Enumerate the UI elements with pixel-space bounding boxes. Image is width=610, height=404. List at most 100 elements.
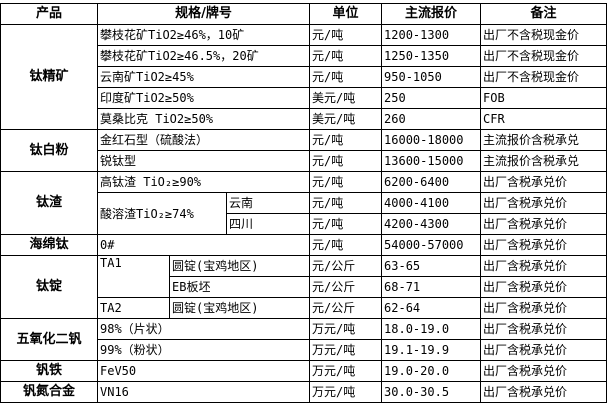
unit-cell: 万元/吨 (309, 339, 383, 361)
table-row: 海绵钛 0# 元/吨 54000-57000 出厂含税承兑价 (0, 234, 608, 256)
table-row: 钛渣 高钛渣 TiO₂≥90% 元/吨 6200-6400 出厂含税承兑价 (0, 171, 608, 235)
unit-cell: 元/公斤 (309, 297, 383, 319)
price-cell: 68-71 (381, 276, 482, 298)
note-cell: 出厂含税承兑价 (480, 171, 608, 193)
header-product: 产品 (0, 3, 98, 25)
spec-cell: 云南矿TiO2≥45% (96, 66, 311, 88)
spec-cell: 0# (96, 234, 311, 256)
spec-cell: 99%（粉状） (96, 339, 311, 361)
note-cell: 出厂不含税现金价 (480, 24, 608, 46)
grade-cell: TA2 (97, 297, 170, 319)
header-note: 备注 (480, 3, 608, 25)
price-cell: 16000-18000 (381, 129, 482, 151)
header-row: 产品 规格/牌号 单位 主流报价 备注 (0, 3, 608, 25)
note-cell: 出厂含税承兑价 (480, 297, 608, 319)
spec-cell: 金红石型（硫酸法） (96, 129, 311, 151)
unit-cell: 美元/吨 (309, 87, 383, 109)
note-cell: 主流报价含税承兑 (480, 150, 608, 172)
unit-cell: 元/公斤 (309, 255, 383, 277)
note-cell: 出厂不含税现金价 (480, 45, 608, 67)
unit-cell: 元/吨 (309, 129, 383, 151)
note-cell: 出厂含税承兑价 (480, 360, 608, 382)
product-cell: 钛渣 (0, 171, 98, 235)
spec-cell: 酸溶渣TiO₂≥74% (97, 192, 227, 235)
table-row: 钒铁 FeV50 万元/吨 19.0-20.0 出厂含税承兑价 (0, 360, 608, 382)
table-row: 酸溶渣TiO₂≥74% 云南 元/吨 4000-4100 出厂含税承兑价 (1, 192, 608, 235)
spec-cell: 圆锭(宝鸡地区) (168, 297, 311, 319)
note-cell: CFR (480, 108, 608, 130)
table-row: 钒氮合金 VN16 万元/吨 30.0-30.5 出厂含税承兑价 (0, 381, 608, 403)
price-cell: 13600-15000 (381, 150, 482, 172)
unit-cell: 万元/吨 (309, 381, 383, 403)
unit-cell: 万元/吨 (309, 360, 383, 382)
price-cell: 4200-4300 (381, 213, 482, 235)
region-cell: 四川 (225, 213, 311, 235)
price-cell: 1250-1350 (381, 45, 482, 67)
unit-cell: 元/吨 (309, 171, 383, 193)
table-row: 锐钛型 元/吨 13600-15000 主流报价含税承兑 (1, 150, 608, 172)
spec-cell: 98%（片状） (96, 318, 311, 340)
note-cell: 出厂含税承兑价 (480, 381, 608, 403)
spec-cell: 印度矿TiO2≥50% (96, 87, 311, 109)
price-cell: 19.1-19.9 (381, 339, 482, 361)
unit-cell: 元/吨 (309, 45, 383, 67)
unit-cell: 元/吨 (309, 66, 383, 88)
price-table: 产品 规格/牌号 单位 主流报价 备注 钛精矿 攀枝花矿TiO2≥46%，10矿元… (0, 3, 608, 403)
price-cell: 4000-4100 (381, 192, 482, 214)
unit-cell: 元/吨 (309, 24, 383, 46)
price-cell: 6200-6400 (381, 171, 482, 193)
note-cell: 出厂含税承兑价 (480, 339, 608, 361)
table-row: 印度矿TiO2≥50% 美元/吨 250 FOB (1, 87, 608, 109)
spec-cell: 锐钛型 (96, 150, 311, 172)
price-cell: 1200-1300 (381, 24, 482, 46)
header-spec: 规格/牌号 (96, 3, 311, 25)
unit-cell: 元/吨 (309, 234, 383, 256)
table-row: 莫桑比克 TiO2≥50% 美元/吨 260 CFR (1, 108, 608, 130)
table-row: 钛锭 TA1 圆锭(宝鸡地区) 元/公斤 63-65 出厂含税承兑价 (0, 255, 608, 319)
unit-cell: 元/公斤 (309, 276, 383, 298)
price-cell: 54000-57000 (381, 234, 482, 256)
spec-cell: EB板坯 (168, 276, 311, 298)
table-row: TA2 圆锭(宝鸡地区) 元/公斤 62-64 出厂含税承兑价 (1, 297, 608, 319)
note-cell: 出厂含税承兑价 (480, 276, 608, 298)
spec-cell: 圆锭(宝鸡地区) (168, 255, 311, 277)
note-cell: 出厂含税承兑价 (480, 213, 608, 235)
product-cell: 钒铁 (0, 360, 98, 382)
region-cell: 云南 (225, 192, 311, 214)
product-cell: 钛白粉 (0, 129, 98, 172)
table-row: 99%（粉状） 万元/吨 19.1-19.9 出厂含税承兑价 (1, 339, 608, 361)
table-row: 攀枝花矿TiO2≥46.5%，20矿 元/吨 1250-1350 出厂不含税现金价 (1, 45, 608, 67)
price-cell: 19.0-20.0 (381, 360, 482, 382)
spec-cell: VN16 (96, 381, 311, 403)
spec-cell: 攀枝花矿TiO2≥46.5%，20矿 (96, 45, 311, 67)
unit-cell: 元/吨 (309, 213, 383, 235)
price-cell: 62-64 (381, 297, 482, 319)
price-cell: 260 (381, 108, 482, 130)
table-row: 五氧化二钒 98%（片状） 万元/吨 18.0-19.0 出厂含税承兑价 (0, 318, 608, 361)
unit-cell: 万元/吨 (309, 318, 383, 340)
header-unit: 单位 (309, 3, 383, 25)
spec-cell: 攀枝花矿TiO2≥46%，10矿 (96, 24, 311, 46)
product-cell: 钒氮合金 (0, 381, 98, 403)
unit-cell: 美元/吨 (309, 108, 383, 130)
price-cell: 18.0-19.0 (381, 318, 482, 340)
spec-cell: FeV50 (96, 360, 311, 382)
note-cell: 出厂含税承兑价 (480, 318, 608, 340)
note-cell: 出厂不含税现金价 (480, 66, 608, 88)
product-cell: 钛锭 (0, 255, 98, 319)
unit-cell: 元/吨 (309, 150, 383, 172)
table-row: 钛精矿 攀枝花矿TiO2≥46%，10矿 元/吨 1200-1300 出厂不含税现金价 (0, 24, 608, 130)
note-cell: FOB (480, 87, 608, 109)
price-cell: 30.0-30.5 (381, 381, 482, 403)
note-cell: 主流报价含税承兑 (480, 129, 608, 151)
unit-cell: 元/吨 (309, 192, 383, 214)
note-cell: 出厂含税承兑价 (480, 192, 608, 214)
spec-cell: 莫桑比克 TiO2≥50% (96, 108, 311, 130)
grade-cell: TA1 (97, 255, 170, 298)
spec-cell: 高钛渣 TiO₂≥90% (96, 171, 311, 193)
note-cell: 出厂含税承兑价 (480, 255, 608, 277)
price-cell: 250 (381, 87, 482, 109)
price-cell: 950-1050 (381, 66, 482, 88)
product-cell: 五氧化二钒 (0, 318, 98, 361)
header-price: 主流报价 (381, 3, 482, 25)
